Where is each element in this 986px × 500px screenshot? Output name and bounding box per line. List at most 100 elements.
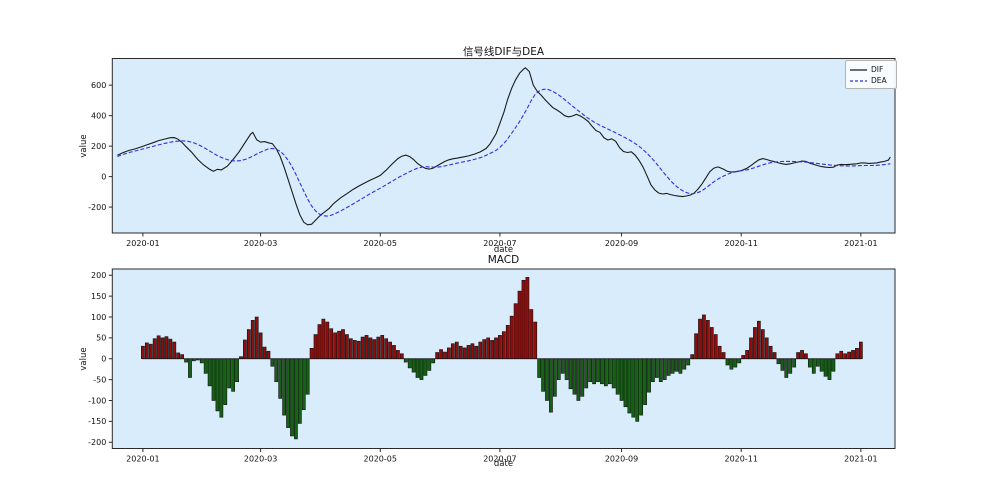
macd-bar-positive [466,345,471,360]
macd-bar-negative [203,358,208,374]
macd-bar-positive [364,335,369,360]
macd-bar-positive [835,353,840,360]
x-tick-label: 2020-11 [724,239,757,248]
macd-bar-negative [807,358,812,368]
macd-bar-positive [325,321,330,360]
macd-bar-negative [576,358,581,401]
dif-dea-chart-title: 信号线DIF与DEA [462,46,545,58]
macd-bar-negative [639,358,644,416]
macd-bar-negative [403,358,408,363]
macd-bar-positive [266,350,271,360]
macd-chart-title: MACD [487,254,520,266]
macd-bar-positive [702,314,706,360]
macd-bar-positive [345,334,349,360]
macd-bar-negative [274,358,279,383]
macd-bar-positive [796,352,800,360]
macd-bar-positive [168,338,173,360]
macd-bar-negative [776,358,781,365]
macd-bar-negative [215,358,220,412]
macd-bar-negative [564,358,569,380]
macd-bar-positive [517,290,522,360]
macd-bar-positive [772,352,777,360]
x-tick-label: 2020-05 [364,455,397,464]
macd-bar-positive [533,321,538,360]
macd-bar-negative [596,358,600,383]
macd-bar-positive [317,324,322,360]
macd-bar-positive [360,336,365,360]
macd-bar-negative [815,358,820,367]
y-tick-label: 150 [91,292,106,301]
macd-bar-negative [733,358,738,368]
macd-bar-negative [207,358,212,387]
macd-bar-negative [678,358,683,374]
macd-bar-positive [474,345,479,360]
legend-label-dif: DIF [871,65,884,74]
macd-bar-negative [188,358,192,378]
macd-bar-positive [372,339,377,360]
macd-bar-negative [294,358,298,440]
macd-bar-positive [250,320,255,360]
macd-bar-positive [847,351,851,360]
macd-bar-positive [498,335,502,360]
x-tick-label: 2020-01 [126,455,159,464]
macd-bar-negative [619,358,624,401]
macd-bar-positive [713,334,718,360]
macd-bar-negative [184,358,188,363]
macd-bar-positive [447,347,451,360]
macd-bar-positive [243,339,247,360]
macd-bar-negative [552,358,557,397]
macd-bar-negative [231,358,236,392]
macd-bar-positive [396,350,400,360]
macd-bar-positive [148,343,153,360]
legend: DIF DEA [845,60,897,89]
macd-bar-negative [419,358,424,380]
y-tick-label: -50 [93,375,106,384]
macd-bar-positive [800,350,804,360]
macd-bar-positive [348,338,353,360]
macd-bar-negative [584,358,589,389]
macd-bar-positive [435,352,440,360]
macd-bar-negative [545,358,549,401]
macd-bar-negative [227,358,232,389]
macd-bar-negative [607,358,612,385]
macd-bar-negative [560,358,565,374]
macd-bar-negative [670,358,675,374]
macd-xlabel: date [493,459,514,469]
macd-bar-positive [501,331,506,360]
macd-bar-positive [756,320,761,360]
macd-bar-negative [411,358,416,373]
macd-bar-positive [478,341,483,360]
macd-bar-positive [329,328,334,360]
macd-bar-positive [486,337,491,360]
macd-bar-negative [199,358,204,364]
macd-bar-negative [666,358,671,376]
macd-bar-negative [811,358,816,374]
macd-bar-positive [482,339,487,360]
macd-bar-positive [368,337,373,360]
x-tick-label: 2020-01 [126,239,159,248]
macd-bar-negative [654,358,659,378]
macd-bar-positive [694,333,698,360]
macd-bar-positive [388,341,392,360]
macd-bar-positive [141,345,145,360]
x-tick-label: 2020-05 [364,239,397,248]
dif-dea-plot: 2020-01 2020-03 2020-05 2020-07 2020-09 2020-… [88,58,896,248]
macd-bar-negative [658,358,663,383]
y-tick-label: 200 [91,142,106,151]
macd-bar-positive [529,309,534,360]
y-tick-label: -200 [88,438,106,447]
macd-bar-negative [297,358,302,424]
macd-bar-positive [352,340,357,360]
dea-line [117,88,891,217]
macd-bar-negative [572,358,577,395]
macd-bar-negative [290,358,294,437]
macd-bar-negative [431,358,436,364]
macd-bar-positive [839,350,844,360]
macd-bar-negative [784,358,789,378]
macd-bar-positive [843,353,848,360]
macd-bar-positive [858,341,863,360]
x-tick-label: 2021-01 [844,455,877,464]
x-tick-label: 2020-03 [244,455,277,464]
macd-bar-negative [556,358,561,380]
